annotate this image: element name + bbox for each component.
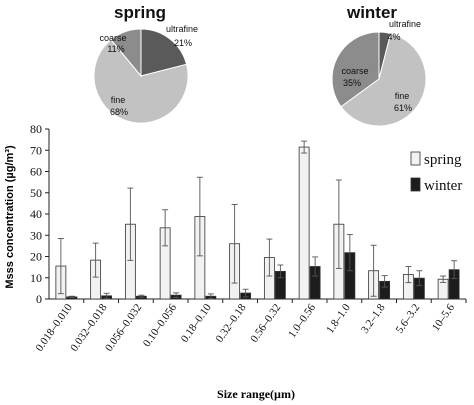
pie-slice-value: 4% bbox=[387, 32, 400, 42]
pie-slice-coarse bbox=[331, 31, 380, 108]
y-tick-label: 50 bbox=[30, 186, 42, 200]
x-tick-label: 0.32–0.18 bbox=[214, 301, 249, 344]
pie-slice-value: 68% bbox=[110, 107, 128, 117]
legend-label-spring: spring bbox=[424, 152, 462, 168]
y-tick-label: 70 bbox=[30, 143, 42, 157]
bar-chart: Msss concentration (µg/m³) Size range(µm… bbox=[4, 122, 467, 401]
x-tick-label: 0.18–0.10 bbox=[179, 301, 214, 344]
y-tick-label: 20 bbox=[30, 250, 42, 264]
legend: spring winter bbox=[410, 151, 462, 194]
y-tick-label: 60 bbox=[30, 165, 42, 179]
legend-label-winter: winter bbox=[424, 178, 462, 194]
pie-slice-fine bbox=[340, 32, 427, 127]
pie-title: spring bbox=[114, 3, 166, 22]
x-tick-label: 0.56–0.32 bbox=[248, 302, 283, 345]
legend-swatch-spring bbox=[410, 151, 421, 166]
pie-slice-value: 61% bbox=[394, 103, 412, 113]
pie-charts: springultrafine21%fine68%coarse11%winter… bbox=[93, 3, 427, 127]
pie-slice-label: ultrafine bbox=[389, 19, 421, 29]
y-tick-label: 10 bbox=[30, 271, 42, 285]
y-tick-label: 30 bbox=[30, 228, 42, 242]
pie-slice-label: fine bbox=[111, 95, 126, 105]
pie-slice-value: 11% bbox=[107, 44, 124, 54]
pie-slice-label: coarse bbox=[99, 33, 126, 43]
pie-slice-label: ultrafine bbox=[166, 24, 198, 34]
pie-slice-value: 21% bbox=[174, 38, 192, 48]
y-tick-label: 0 bbox=[36, 292, 42, 306]
x-tick-label: 5.6–3.2 bbox=[394, 302, 423, 336]
x-tick-label: 3.2–1.8 bbox=[359, 301, 388, 335]
y-tick-label: 80 bbox=[30, 122, 42, 136]
x-tick-label: 0.10–0.056 bbox=[141, 301, 180, 349]
pie-title: winter bbox=[346, 3, 397, 22]
x-tick-label: 10–5.6 bbox=[430, 301, 457, 333]
bar-spring bbox=[298, 146, 310, 300]
x-tick-label: 0.056–0.032 bbox=[103, 302, 144, 354]
x-axis-label: Size range(µm) bbox=[217, 387, 295, 401]
y-tick-label: 40 bbox=[30, 207, 42, 221]
pie-slice-ultrafine bbox=[140, 28, 188, 77]
legend-swatch-winter bbox=[410, 177, 421, 192]
pie-slice-coarse bbox=[110, 28, 142, 78]
y-axis-label: Msss concentration (µg/m³) bbox=[4, 145, 16, 289]
x-tick-label: 1.0–0.56 bbox=[286, 301, 318, 340]
x-tick-label: 1.8–1.0 bbox=[324, 301, 353, 335]
pie-slice-value: 35% bbox=[343, 78, 361, 88]
pie-slice-fine bbox=[93, 39, 189, 124]
pie-slice-label: coarse bbox=[341, 66, 368, 76]
pie-slice-label: fine bbox=[395, 91, 410, 101]
